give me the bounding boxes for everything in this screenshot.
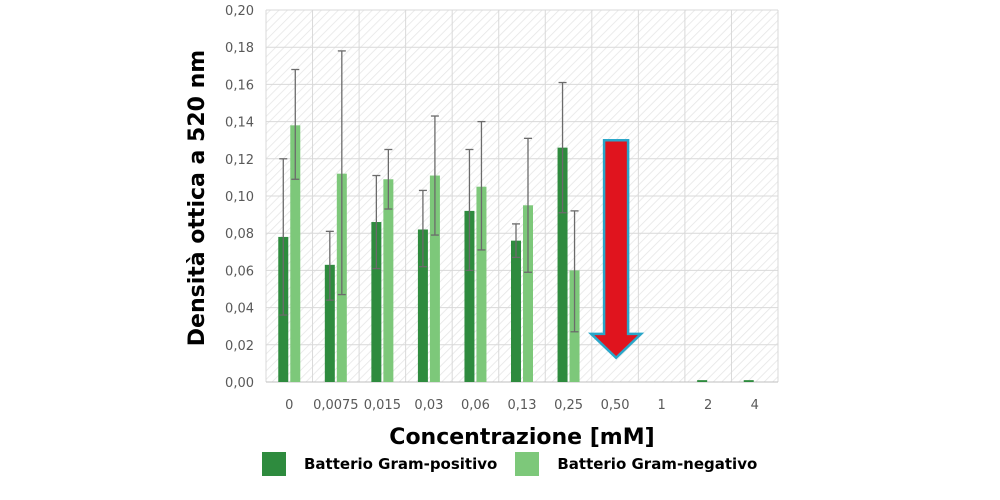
bar-gram-positive [417,229,428,382]
bar-gram-negative [383,179,394,382]
bar-gram-positive [464,210,475,382]
x-tick-label: 0,06 [461,398,490,413]
legend-swatch-gram-negative [515,452,540,476]
y-tick-label: 0,04 [225,302,254,317]
x-tick-label: 0,0075 [313,398,359,413]
x-axis-label: Concentrazione [mM] [389,425,654,450]
legend-item-gram-negative: Batterio Gram-negativo [515,452,757,476]
error-bars-group [279,50,579,333]
y-tick-label: 0,10 [225,190,254,205]
y-tick-label: 0,14 [225,116,254,131]
bar-gram-positive [743,380,754,382]
gridlines [265,9,779,383]
x-tick-label: 0,25 [554,398,583,413]
legend-label-gram-positive: Batterio Gram-positivo [304,455,498,473]
bar-gram-positive [371,222,382,382]
y-tick-label: 0,06 [225,264,254,279]
y-axis-label: Densità ottica a 520 nm [185,50,210,346]
x-tick-label: 0 [285,398,293,413]
y-tick-label: 0,02 [225,339,254,354]
bar-gram-positive [697,380,708,382]
bar-gram-negative [290,125,301,382]
legend: Batterio Gram-positivo Batterio Gram-neg… [262,452,775,476]
y-tick-labels: 0,00 0,02 0,04 0,06 0,08 0,10 0,12 0,14 0,16 0,18… [225,4,254,391]
x-tick-label: 0,50 [601,398,630,413]
x-tick-label: 4 [751,398,759,413]
legend-item-gram-positive: Batterio Gram-positivo [262,452,497,476]
x-tick-label: 0,13 [508,398,537,413]
bar-gram-negative [523,205,533,382]
y-tick-label: 0,00 [225,376,254,391]
legend-swatch-gram-positive [262,452,286,476]
bar-gram-positive [511,240,521,382]
y-tick-label: 0,20 [225,4,254,19]
x-tick-label: 0,03 [414,398,443,413]
y-tick-label: 0,08 [225,227,254,242]
y-tick-label: 0,16 [225,78,254,93]
y-tick-label: 0,18 [225,41,254,56]
bar-gram-positive [324,264,335,382]
red-arrow-down-icon [587,138,645,360]
bar-gram-negative [429,175,440,382]
bar-gram-positive [557,147,568,382]
x-tick-label: 1 [657,398,665,413]
bar-gram-negative [476,186,487,382]
y-tick-label: 0,12 [225,153,254,168]
x-tick-label: 2 [704,398,712,413]
x-tick-labels: 0 0,0075 0,015 0,03 0,06 0,13 0,25 0,50 1 2 4 [285,398,759,413]
x-tick-label: 0,015 [364,398,401,413]
annotation-group [587,138,645,360]
legend-label-gram-negative: Batterio Gram-negativo [557,455,758,473]
